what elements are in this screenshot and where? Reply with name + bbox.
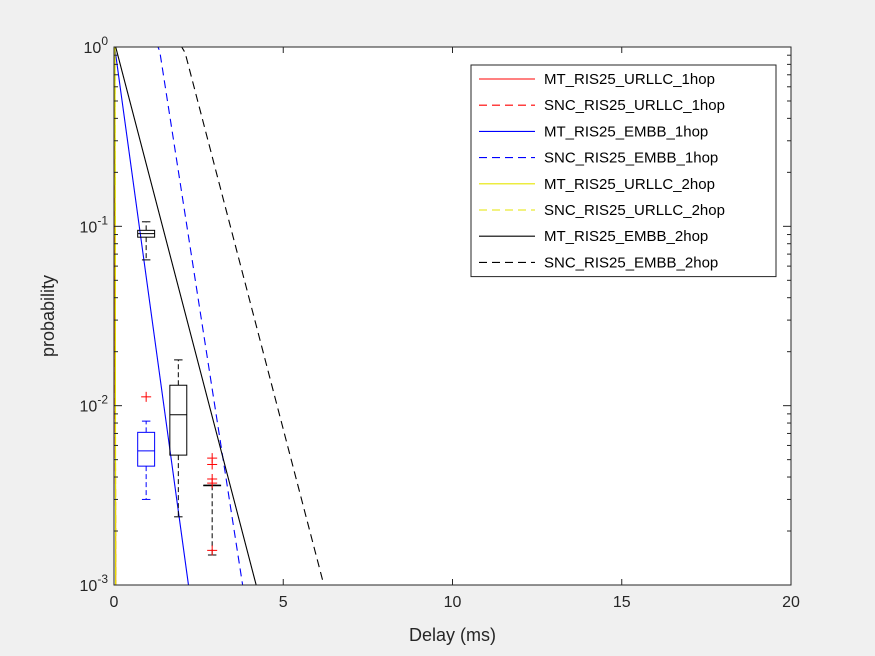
legend-item-1[interactable]: SNC_RIS25_URLLC_1hop (479, 97, 725, 114)
legend-label-6: MT_RIS25_EMBB_2hop (544, 228, 708, 245)
outlier-3-4 (207, 545, 218, 556)
y-axis-title: probability (38, 275, 58, 357)
y-tick-exponent: -2 (97, 393, 108, 407)
legend-item-5[interactable]: SNC_RIS25_URLLC_2hop (479, 202, 725, 219)
y-tick-base: 10 (80, 219, 98, 236)
legend-label-4: MT_RIS25_URLLC_2hop (544, 176, 715, 193)
legend-label-3: SNC_RIS25_EMBB_1hop (544, 150, 718, 167)
x-tick-label: 0 (110, 594, 119, 611)
legend[interactable]: MT_RIS25_URLLC_1hop SNC_RIS25_URLLC_1hop M… (470, 64, 777, 278)
x-tick-label: 20 (782, 594, 800, 611)
y-tick-base: 10 (80, 578, 98, 595)
x-tick-label: 5 (279, 594, 288, 611)
boxplot-1 (137, 221, 156, 261)
y-tick-exponent: 0 (101, 34, 108, 48)
y-tick-label-2: 10-2 (80, 393, 109, 416)
y-tick-base: 10 (80, 399, 98, 416)
legend-box (470, 64, 777, 278)
series-line-5 (114, 47, 117, 585)
legend-item-2[interactable]: MT_RIS25_EMBB_1hop (479, 123, 708, 140)
series-line-2 (114, 47, 190, 585)
boxplot-2 (169, 359, 188, 518)
series-layer (114, 47, 325, 585)
y-tick-label-3: 10-3 (80, 572, 109, 595)
boxplot-3 (203, 453, 222, 556)
x-tick-label: 15 (613, 594, 631, 611)
legend-label-2: MT_RIS25_EMBB_1hop (544, 123, 708, 140)
y-tick-exponent: -1 (97, 213, 108, 227)
y-tick-base: 10 (84, 40, 102, 57)
legend-label-7: SNC_RIS25_EMBB_2hop (544, 254, 718, 271)
series-line-6 (115, 47, 257, 585)
legend-item-6[interactable]: MT_RIS25_EMBB_2hop (479, 228, 708, 245)
outlier-3-1 (207, 459, 218, 470)
boxplot-layer (137, 221, 222, 556)
legend-item-3[interactable]: SNC_RIS25_EMBB_1hop (479, 150, 718, 167)
outlier-0-0 (141, 391, 152, 402)
legend-label-5: SNC_RIS25_URLLC_2hop (544, 202, 725, 219)
legend-label-1: SNC_RIS25_URLLC_1hop (544, 97, 725, 114)
x-tick-label: 10 (444, 594, 462, 611)
y-tick-label-1: 10-1 (80, 213, 109, 236)
boxplot-0 (137, 391, 156, 500)
x-axis-title: Delay (ms) (409, 625, 496, 645)
legend-item-7[interactable]: SNC_RIS25_EMBB_2hop (479, 254, 718, 271)
legend-label-0: MT_RIS25_URLLC_1hop (544, 71, 715, 88)
series-line-3 (114, 47, 244, 585)
outlier-3-3 (207, 478, 218, 489)
legend-item-0[interactable]: MT_RIS25_URLLC_1hop (479, 71, 715, 88)
series-line-7 (114, 47, 325, 585)
y-tick-label-0: 100 (84, 34, 109, 57)
legend-item-4[interactable]: MT_RIS25_URLLC_2hop (479, 176, 715, 193)
y-tick-exponent: -3 (97, 572, 108, 586)
